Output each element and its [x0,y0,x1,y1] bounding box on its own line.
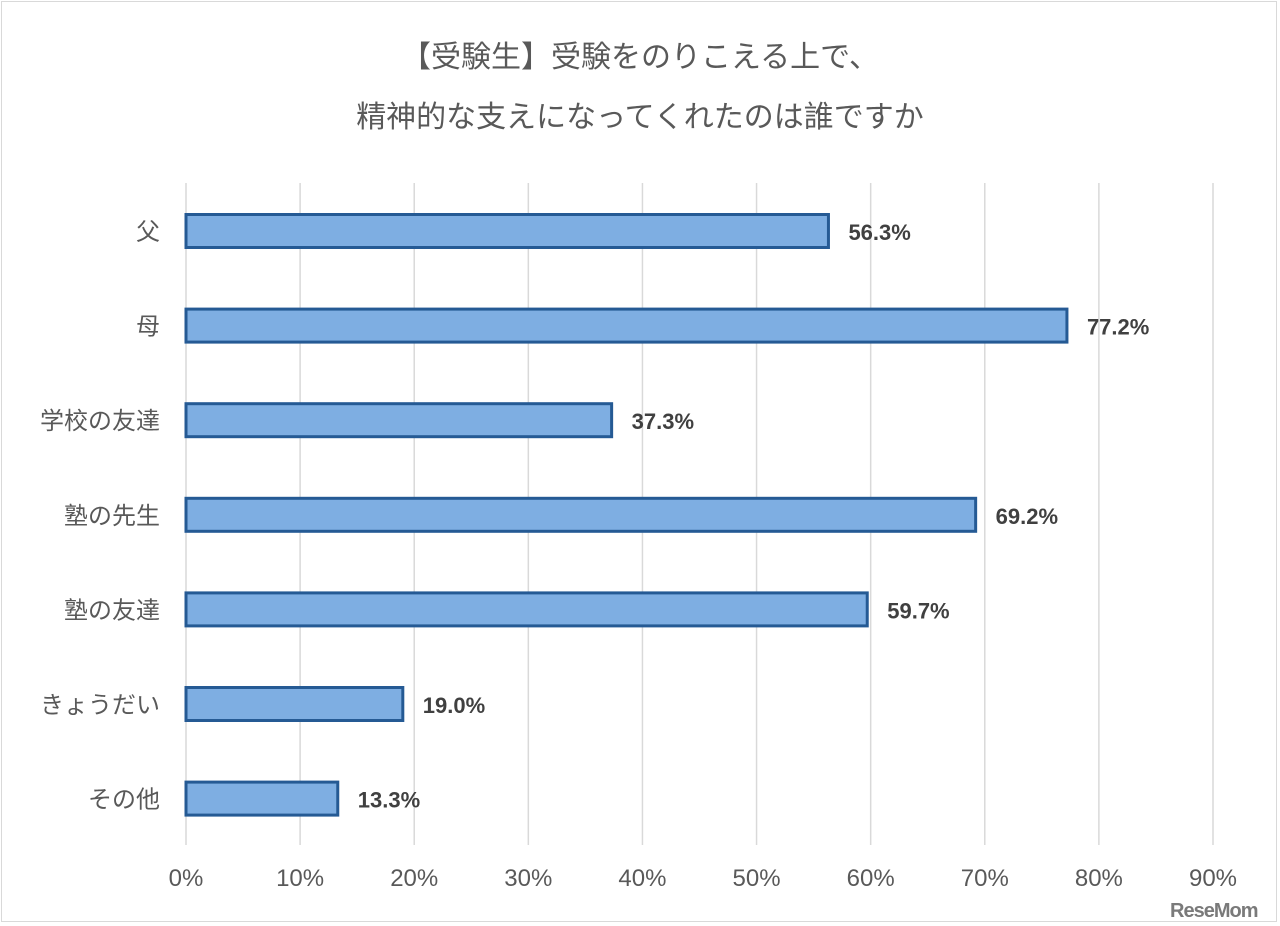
x-tick-label: 80% [1075,865,1123,892]
bar [184,591,869,628]
x-tick-label: 10% [276,865,324,892]
category-label: 学校の友達 [40,407,160,435]
x-tick-label: 90% [1189,865,1237,892]
bar [184,213,830,249]
data-label: 59.7% [887,598,949,623]
x-tick-label: 0% [169,865,204,892]
chart-title-line-2: 精神的な支えになってくれたのは誰ですか [356,100,924,135]
resemom-logo: ReseMom [1170,900,1258,922]
data-label: 19.0% [423,693,485,718]
bar [184,402,614,439]
bar [184,686,405,722]
category-label: 父 [136,218,160,246]
category-label: きょうだい [40,691,160,719]
x-tick-label: 70% [961,865,1009,892]
x-tick-label: 40% [618,865,666,892]
data-label: 13.3% [358,788,420,813]
category-label: 塾の友達 [64,596,160,624]
x-tick-label: 50% [733,865,781,892]
category-label: 塾の先生 [64,502,160,530]
category-label: 母 [136,313,160,341]
data-label: 56.3% [848,220,910,245]
data-label: 77.2% [1087,315,1149,340]
category-label: その他 [88,786,160,814]
bar [184,496,978,533]
x-tick-label: 60% [847,865,895,892]
data-label: 69.2% [996,504,1058,529]
bar [184,307,1069,344]
x-tick-label: 30% [504,865,552,892]
bar [184,780,340,817]
chart-title-line-1: 【受験生】受験をのりこえる上で、 [401,40,879,75]
x-tick-label: 20% [390,865,438,892]
data-label: 37.3% [632,409,694,434]
